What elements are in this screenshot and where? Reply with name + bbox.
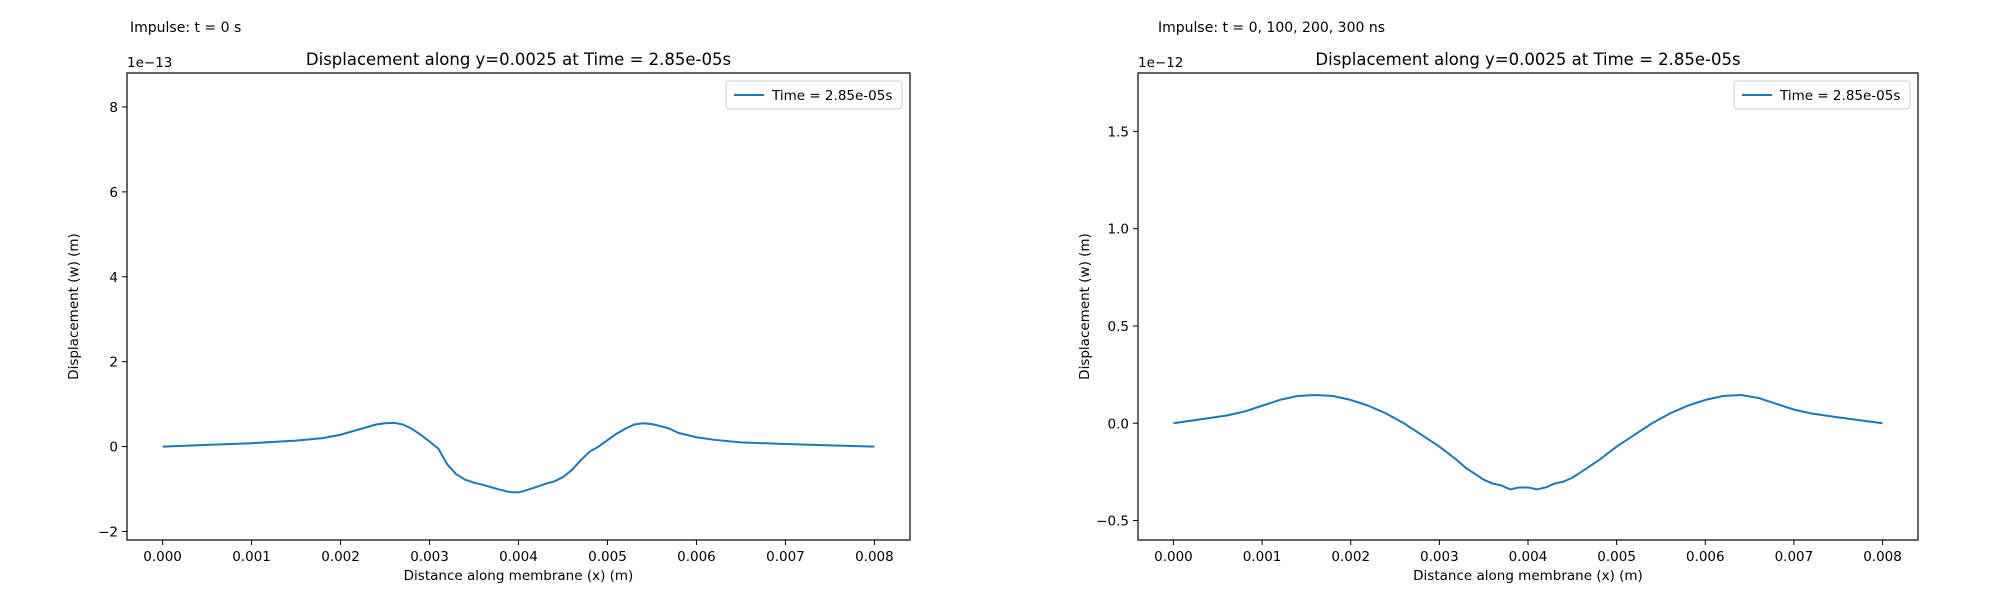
plot-frame [126,72,911,541]
x-tick-label: 0.006 [677,549,716,565]
chart-left: Displacement along y=0.0025 at Time = 2.… [66,50,911,584]
chart-right: Displacement along y=0.0025 at Time = 2.… [1077,50,1919,584]
series-line [1173,394,1883,491]
x-tick-label: 0.001 [232,549,271,565]
x-tick-label: 0.002 [1331,549,1370,565]
y-tick-label: 0.5 [1108,319,1129,335]
x-tick-label: 0.005 [1597,549,1636,565]
x-axis-label: Distance along membrane (x) (m) [404,568,634,584]
y-scale-label: 1e−12 [1138,55,1183,71]
x-tick-label: 0.008 [855,549,894,565]
y-tick-label: 4 [109,270,118,286]
panel-caption: Impulse: t = 0 s [130,20,242,36]
panel-caption: Impulse: t = 0, 100, 200, 300 ns [1158,20,1386,36]
legend-label: Time = 2.85e-05s [771,88,892,104]
x-tick-label: 0.007 [766,549,805,565]
legend-box [725,80,903,110]
left-panel: Impulse: t = 0 s Displacement along y=0.… [0,0,1000,600]
y-tick-label: 2 [109,355,118,371]
y-tick-label: 6 [109,185,118,201]
x-tick-label: 0.004 [499,549,538,565]
x-tick-label: 0.003 [410,549,449,565]
x-tick-label: 0.007 [1775,549,1814,565]
legend-box [1733,80,1911,110]
y-axis-label: Displacement (w) (m) [1077,233,1093,380]
y-tick-label: 0 [109,440,118,456]
x-tick-label: 0.000 [143,549,182,565]
x-tick-label: 0.001 [1243,549,1282,565]
x-tick-label: 0.004 [1509,549,1548,565]
x-tick-label: 0.008 [1863,549,1902,565]
y-tick-label: −2 [98,525,118,541]
y-tick-label: 1.5 [1108,124,1129,140]
y-tick-label: 0.0 [1108,416,1129,432]
y-axis-label: Displacement (w) (m) [66,233,82,380]
series-line [162,421,875,494]
y-tick-label: 8 [109,100,118,116]
x-tick-label: 0.002 [321,549,360,565]
x-tick-label: 0.003 [1420,549,1459,565]
chart-title: Displacement along y=0.0025 at Time = 2.… [306,50,731,69]
x-tick-label: 0.000 [1154,549,1193,565]
y-tick-label: −0.5 [1096,514,1129,530]
x-tick-label: 0.005 [588,549,627,565]
legend-label: Time = 2.85e-05s [1779,88,1900,104]
y-tick-label: 1.0 [1108,222,1129,238]
chart-title: Displacement along y=0.0025 at Time = 2.… [1315,50,1740,69]
x-tick-label: 0.006 [1686,549,1725,565]
plot-frame [1137,72,1919,541]
y-scale-label: 1e−13 [127,55,172,71]
x-axis-label: Distance along membrane (x) (m) [1413,568,1643,584]
right-panel: Impulse: t = 0, 100, 200, 300 ns Displac… [1000,0,2000,600]
